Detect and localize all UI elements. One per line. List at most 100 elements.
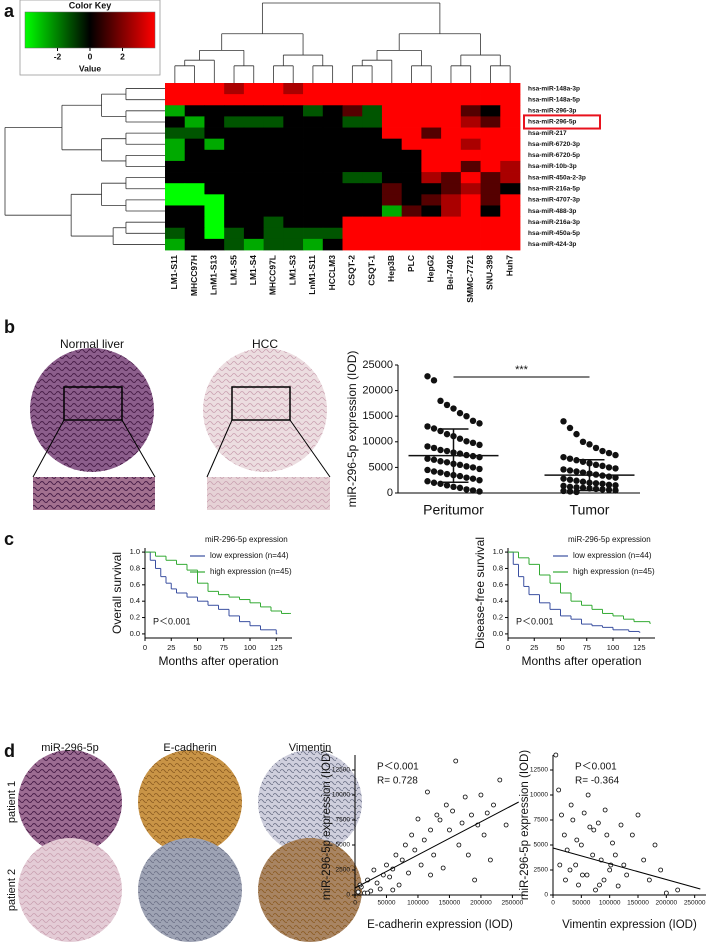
data-point bbox=[450, 405, 457, 412]
heatmap-cell bbox=[283, 116, 304, 128]
heatmap-cell bbox=[204, 94, 225, 106]
tissue-images-d: miR-296-5p E-cadherin Vimentin patient 1… bbox=[6, 742, 362, 942]
data-point bbox=[463, 413, 470, 420]
y-tick-label: 2500 bbox=[336, 867, 351, 874]
heatmap-cell bbox=[224, 94, 245, 106]
column-label: CSQT-1 bbox=[366, 255, 376, 286]
data-point bbox=[409, 832, 415, 838]
heatmap-cell bbox=[401, 183, 422, 195]
data-point bbox=[605, 481, 613, 489]
data-point bbox=[560, 466, 567, 473]
heatmap-cell bbox=[322, 216, 343, 229]
heatmap-cell bbox=[184, 116, 205, 128]
heatmap-cell bbox=[381, 94, 403, 106]
data-point bbox=[566, 455, 574, 462]
heatmap-cell bbox=[401, 205, 422, 217]
data-point bbox=[566, 488, 574, 495]
x-tick-label: 200000 bbox=[470, 900, 492, 907]
data-point bbox=[456, 461, 464, 469]
heatmap-cell bbox=[243, 105, 265, 117]
heatmap-cell bbox=[204, 216, 225, 229]
heatmap-cell bbox=[184, 149, 205, 162]
heatmap-cell bbox=[401, 194, 422, 206]
annotation: P＜0.001 bbox=[377, 762, 419, 773]
heatmap-cell bbox=[500, 160, 521, 173]
heatmap-cell bbox=[303, 227, 324, 240]
heatmap-cell bbox=[460, 183, 481, 195]
heatmap-cell bbox=[184, 105, 205, 117]
heatmap-cell bbox=[381, 105, 403, 117]
heatmap-cell bbox=[243, 172, 265, 184]
data-point bbox=[560, 487, 567, 495]
heatmap-cell bbox=[421, 116, 442, 128]
data-point bbox=[503, 822, 509, 828]
heatmap-cell bbox=[362, 105, 383, 117]
heatmap-cell bbox=[263, 149, 284, 162]
heatmap-cell bbox=[224, 205, 245, 217]
legend-label: low expression (n=44) bbox=[573, 551, 652, 560]
heatmap-cell bbox=[165, 127, 186, 140]
column-label: Hep3B bbox=[386, 255, 396, 282]
x-tick-label: 250000 bbox=[502, 900, 524, 907]
image-label: Normal liver bbox=[60, 337, 124, 351]
y-tick-label: 10000 bbox=[332, 792, 350, 799]
data-point bbox=[463, 486, 470, 493]
tissue-texture bbox=[258, 838, 362, 942]
heatmap-cell bbox=[401, 94, 422, 106]
heatmap-cell bbox=[342, 183, 363, 195]
heatmap-cell bbox=[263, 94, 284, 106]
data-point bbox=[456, 484, 464, 492]
heatmap-cell bbox=[204, 138, 225, 151]
heatmap-cell bbox=[263, 160, 284, 173]
heatmap-cell bbox=[322, 227, 343, 240]
data-point bbox=[421, 837, 427, 843]
data-point bbox=[469, 417, 477, 425]
data-point bbox=[456, 472, 464, 480]
data-point bbox=[476, 420, 483, 427]
data-point bbox=[592, 480, 600, 487]
heatmap-cell bbox=[500, 105, 521, 117]
data-point bbox=[472, 877, 478, 883]
heatmap-cell bbox=[421, 205, 442, 217]
y-axis-label: miR-296-5p expression (IOD) bbox=[345, 351, 359, 508]
heatmap-cell bbox=[224, 160, 245, 173]
data-point bbox=[586, 441, 593, 448]
trend-line bbox=[552, 847, 701, 890]
data-point bbox=[476, 488, 483, 495]
heatmap-cell bbox=[243, 216, 265, 229]
data-point bbox=[612, 465, 619, 472]
heatmap-cell bbox=[322, 160, 343, 173]
data-point bbox=[561, 832, 567, 838]
tissue-texture bbox=[18, 750, 122, 854]
heatmap-cell bbox=[263, 138, 284, 151]
heatmap-cell bbox=[303, 216, 324, 229]
legend-title: miR-296-5p expression bbox=[568, 535, 651, 544]
data-point bbox=[652, 842, 658, 848]
heatmap-cell bbox=[480, 83, 501, 95]
data-point bbox=[592, 444, 600, 452]
data-point bbox=[573, 484, 580, 491]
data-point bbox=[560, 482, 567, 490]
heatmap-cell bbox=[165, 138, 186, 151]
highlight-box bbox=[523, 114, 601, 130]
heatmap-cell bbox=[480, 227, 501, 240]
heatmap-cell bbox=[303, 149, 324, 162]
heatmap-cell bbox=[500, 127, 521, 140]
heatmap-cell bbox=[362, 116, 383, 128]
data-point bbox=[463, 463, 470, 470]
heatmap-cell bbox=[460, 149, 481, 162]
data-point bbox=[602, 807, 608, 813]
heatmap-cell bbox=[441, 205, 462, 217]
panel-label: a bbox=[4, 1, 15, 21]
heatmap-cell bbox=[184, 227, 205, 240]
heatmap-cell bbox=[165, 116, 186, 128]
x-tick-label: Tumor bbox=[570, 502, 610, 518]
heatmap-cell bbox=[421, 94, 442, 106]
heatmap-cell bbox=[204, 194, 225, 206]
trend-line bbox=[354, 801, 519, 889]
heatmap-cell bbox=[500, 116, 521, 128]
data-point bbox=[456, 842, 462, 848]
row-label: hsa-miR-488-3p bbox=[528, 208, 576, 215]
data-point bbox=[624, 872, 630, 878]
heatmap-cell bbox=[460, 216, 481, 229]
